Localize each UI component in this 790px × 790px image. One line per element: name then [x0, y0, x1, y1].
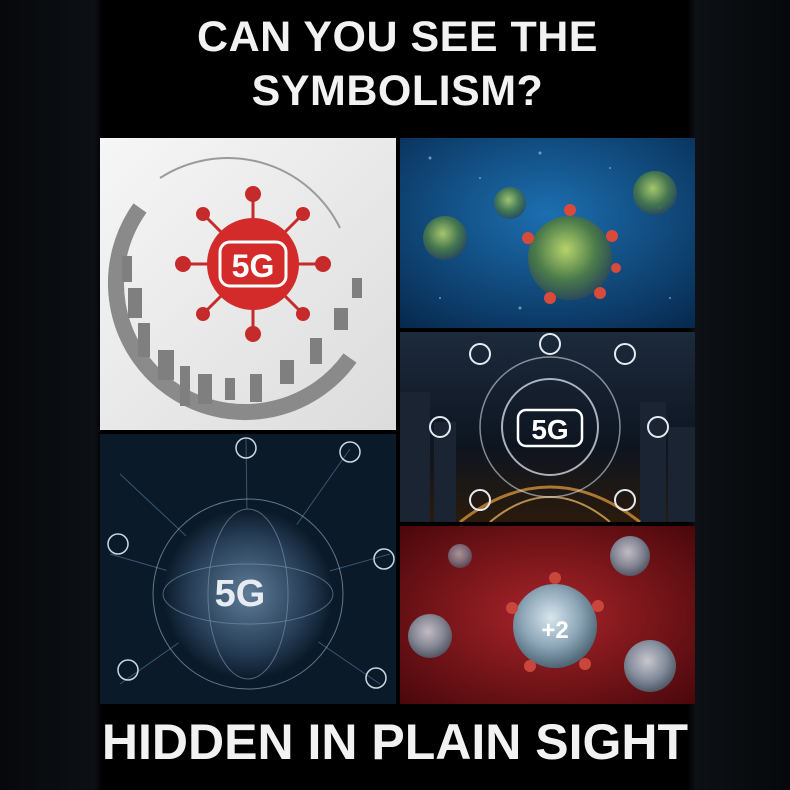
- red-virus-illustration: +2: [400, 526, 695, 704]
- globe-5g-illustration: 5G: [100, 434, 396, 704]
- city-5g-label: 5G: [531, 414, 568, 445]
- blue-virus-panel: [400, 138, 695, 328]
- red-virus-panel: +2: [400, 526, 695, 704]
- title-line-1: CAN YOU SEE THE: [197, 13, 598, 61]
- title-line-2: SYMBOLISM?: [251, 67, 544, 115]
- globe-5g-panel: 5G: [100, 434, 396, 704]
- blue-virus-illustration: [400, 138, 695, 328]
- virus-particle: [506, 572, 604, 672]
- city-5g-panel: 5G: [400, 332, 695, 522]
- red-5g-logo-panel: 5G: [100, 138, 396, 430]
- virus-particle: [522, 204, 621, 304]
- red-5g-label: 5G: [232, 248, 275, 284]
- globe-5g-label: 5G: [215, 573, 266, 615]
- meme-title: CAN YOU SEE THE SYMBOLISM?: [100, 10, 695, 118]
- red-virus-label: +2: [541, 617, 568, 644]
- red-5g-logo-illustration: 5G: [100, 138, 396, 430]
- city-5g-illustration: 5G: [400, 332, 695, 522]
- meme-footer: HIDDEN IN PLAIN SIGHT: [101, 714, 689, 770]
